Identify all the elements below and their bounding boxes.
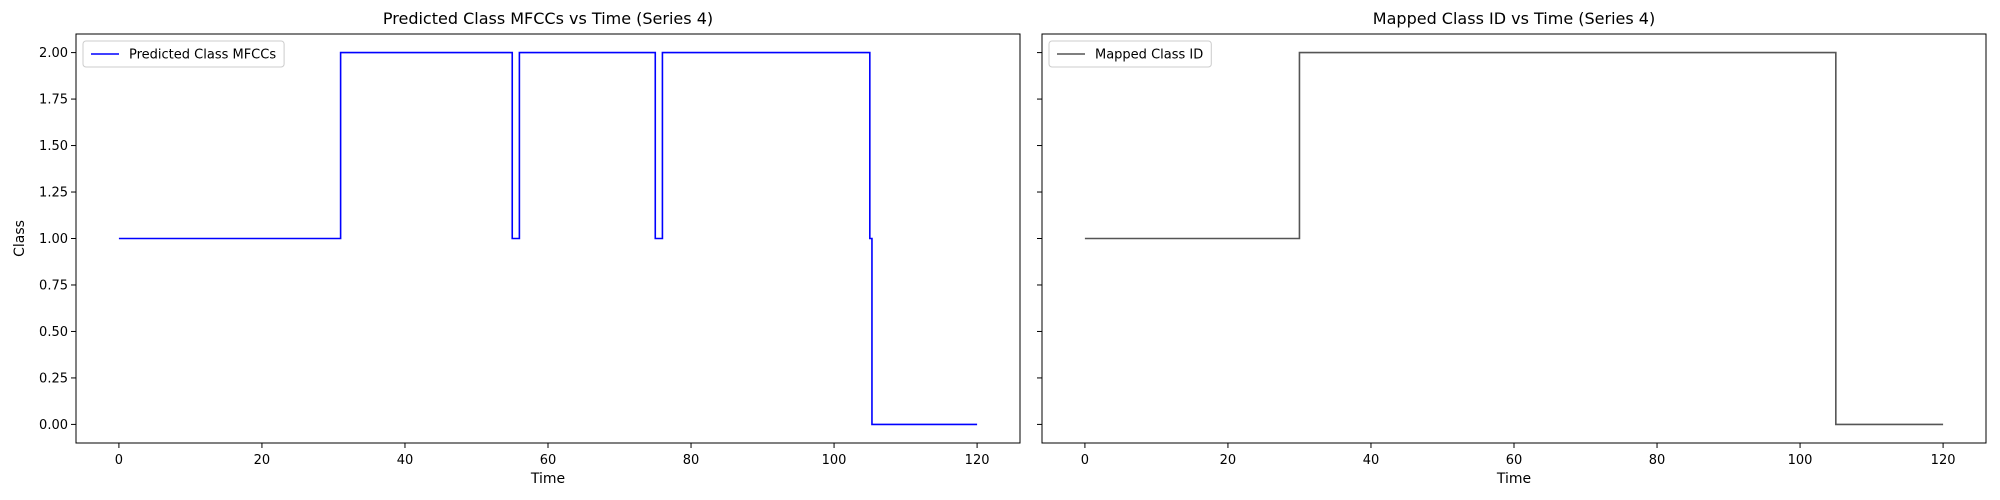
- chart-mapped-class: Mapped Class ID vs Time (Series 4) 0 20 40 6…: [1037, 9, 1987, 487]
- x-tick-label: 80: [683, 453, 700, 468]
- x-tick-label: 20: [1220, 453, 1237, 468]
- y-tick-label: 1.00: [39, 232, 68, 247]
- series-line-0: [118, 51, 978, 426]
- x-tick-label: 80: [1649, 453, 1666, 468]
- chart-predicted-class: Predicted Class MFCCs vs Time (Series 4)…: [12, 9, 1021, 487]
- legend: Mapped Class ID: [1048, 40, 1212, 68]
- legend-box: [1048, 40, 1212, 68]
- x-tick-label: 40: [397, 453, 414, 468]
- y-axis-label: Class: [12, 220, 28, 257]
- legend-box: [82, 40, 285, 68]
- legend: Predicted Class MFCCs: [82, 40, 285, 68]
- x-tick-label: 40: [1363, 453, 1380, 468]
- x-tick-label: 20: [254, 453, 271, 468]
- y-tick-label: 1.25: [39, 186, 68, 201]
- x-tick-label: 0: [1081, 453, 1089, 468]
- y-tick-label: 0.00: [39, 418, 68, 433]
- x-tick-label: 60: [1506, 453, 1523, 468]
- x-axis-label: Time: [530, 471, 565, 487]
- y-tick-label: 1.75: [39, 93, 68, 108]
- chart-title: Predicted Class MFCCs vs Time (Series 4): [383, 9, 713, 28]
- y-tick-label: 1.50: [39, 139, 68, 154]
- y-tick-label: 0.75: [39, 278, 68, 293]
- x-tick-label: 60: [540, 453, 557, 468]
- x-tick-label: 120: [965, 453, 990, 468]
- x-tick-label: 100: [822, 453, 847, 468]
- y-tick-label: 0.50: [39, 325, 68, 340]
- x-tick-label: 120: [1931, 453, 1956, 468]
- series-line-0: [1084, 51, 1944, 426]
- legend-label: Mapped Class ID: [1095, 48, 1203, 63]
- x-axis-label: Time: [1496, 471, 1531, 487]
- y-tick-label: 2.00: [39, 46, 68, 61]
- legend-label: Predicted Class MFCCs: [129, 48, 276, 63]
- y-tick-label: 0.25: [39, 371, 68, 386]
- chart-title: Mapped Class ID vs Time (Series 4): [1373, 9, 1655, 28]
- x-tick-label: 100: [1788, 453, 1813, 468]
- x-tick-label: 0: [115, 453, 123, 468]
